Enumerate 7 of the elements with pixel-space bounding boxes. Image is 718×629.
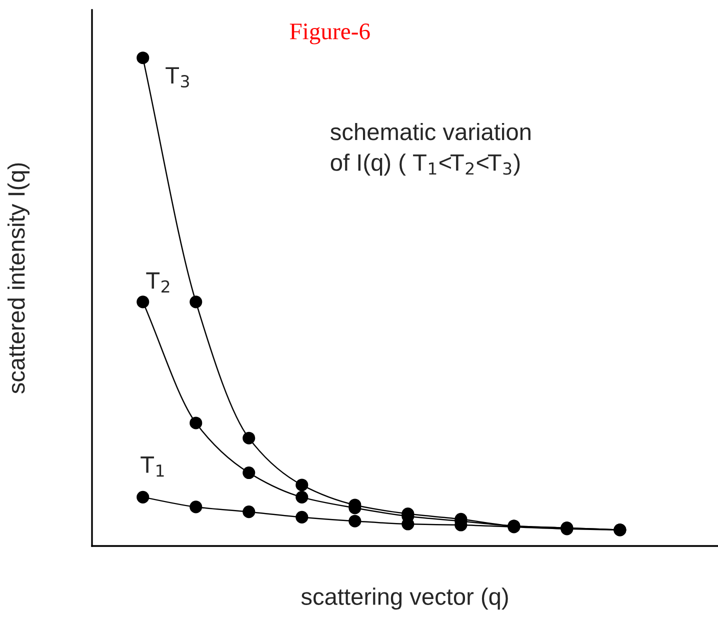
chart-title: Figure-6	[290, 24, 370, 44]
series-label: T$_{3}$	[166, 67, 189, 88]
annotation: schematic variation of I(q) ( T$_{1}$<T$_{2}$<T$_{3}$)	[330, 122, 530, 176]
x-axis-title: scattering vector (q)	[301, 588, 508, 610]
y-axis-title: scattered intensity I(q)	[7, 163, 30, 394]
series-label: T$_{2}$	[146, 272, 170, 293]
series-label: T$_{1}$	[140, 456, 164, 477]
